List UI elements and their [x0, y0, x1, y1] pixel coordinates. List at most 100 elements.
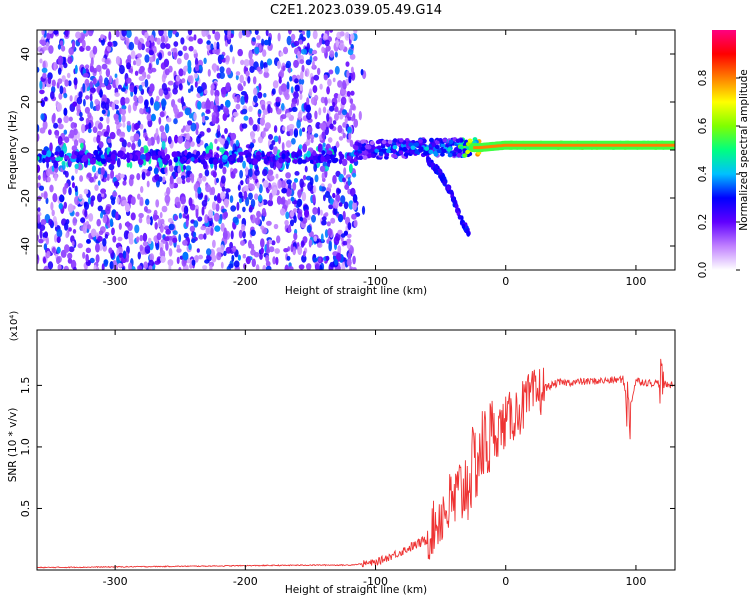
noise-speckle — [230, 230, 234, 240]
noise-speckle — [215, 203, 220, 212]
noise-speckle — [300, 70, 304, 80]
noise-speckle — [107, 138, 112, 144]
noise-speckle — [130, 196, 136, 205]
noise-speckle — [333, 145, 337, 154]
noise-speckle — [82, 225, 88, 234]
noise-speckle — [118, 64, 125, 75]
noise-speckle — [57, 136, 63, 146]
noise-speckle — [117, 263, 122, 268]
noise-speckle — [240, 59, 245, 66]
noise-speckle — [194, 255, 199, 263]
noise-speckle — [64, 244, 70, 253]
noise-speckle — [276, 96, 280, 103]
noise-speckle — [74, 185, 78, 192]
noise-speckle — [78, 137, 85, 144]
noise-speckle — [242, 253, 246, 259]
band-speckle — [194, 158, 199, 163]
noise-speckle — [166, 187, 171, 196]
noise-speckle — [53, 160, 59, 169]
noise-speckle — [348, 108, 353, 117]
band-speckle — [74, 151, 79, 156]
noise-speckle — [126, 162, 130, 168]
noise-speckle — [173, 41, 179, 47]
tone-speckle — [392, 138, 398, 143]
branch-speckle — [455, 203, 459, 209]
noise-speckle — [329, 105, 335, 112]
noise-speckle — [213, 64, 217, 73]
tone-speckle — [414, 142, 420, 147]
noise-speckle — [256, 35, 261, 40]
noise-speckle — [106, 46, 112, 52]
noise-speckle — [299, 39, 303, 45]
noise-speckle — [291, 138, 296, 145]
noise-speckle — [206, 127, 211, 133]
noise-speckle — [190, 122, 197, 132]
noise-speckle — [111, 102, 116, 111]
noise-speckle — [276, 108, 282, 115]
noise-speckle — [138, 217, 143, 224]
noise-speckle — [154, 222, 158, 230]
noise-speckle — [252, 76, 257, 85]
noise-speckle — [37, 175, 41, 181]
noise-speckle — [262, 180, 269, 188]
noise-speckle — [164, 68, 170, 76]
noise-speckle — [337, 80, 343, 88]
noise-speckle — [256, 210, 261, 218]
noise-speckle — [205, 184, 211, 193]
noise-speckle — [122, 266, 125, 270]
noise-speckle — [344, 31, 350, 41]
noise-speckle — [352, 172, 357, 178]
band-speckle — [165, 154, 171, 161]
noise-speckle — [214, 225, 221, 232]
noise-speckle — [210, 88, 214, 96]
noise-speckle — [122, 122, 126, 128]
noise-speckle — [197, 101, 202, 110]
noise-speckle — [133, 133, 140, 142]
noise-speckle — [105, 206, 111, 215]
noise-speckle — [114, 104, 119, 110]
noise-speckle — [298, 78, 305, 86]
tone-speckle — [434, 144, 440, 150]
noise-speckle — [327, 137, 333, 143]
noise-speckle — [172, 230, 178, 236]
snr-ylabel: SNR (10 * v/v) — [7, 408, 19, 483]
noise-speckle — [177, 165, 182, 174]
noise-speckle — [178, 234, 182, 243]
snr-multiplier: (x10⁴) — [9, 311, 20, 342]
noise-speckle — [161, 205, 168, 213]
noise-speckle — [126, 120, 131, 126]
noise-speckle — [194, 81, 198, 88]
noise-speckle — [254, 46, 260, 55]
noise-speckle — [211, 201, 217, 211]
noise-speckle — [52, 247, 56, 254]
noise-speckle — [249, 143, 255, 149]
noise-speckle — [206, 40, 211, 45]
noise-speckle — [83, 188, 89, 195]
noise-speckle — [39, 224, 46, 232]
noise-speckle — [193, 49, 198, 54]
noise-speckle — [55, 131, 59, 136]
tone-speckle — [448, 139, 454, 144]
noise-speckle — [200, 225, 207, 231]
noise-speckle — [332, 101, 336, 108]
noise-speckle — [167, 259, 174, 267]
noise-speckle — [220, 87, 227, 95]
noise-speckle — [338, 136, 344, 141]
noise-speckle — [237, 184, 241, 191]
noise-speckle — [149, 34, 155, 43]
noise-speckle — [42, 60, 46, 70]
tone-speckle — [392, 154, 398, 159]
noise-speckle — [299, 128, 303, 137]
band-speckle — [281, 153, 286, 160]
noise-speckle — [96, 218, 101, 227]
x-tick-label: 100 — [625, 275, 646, 288]
noise-speckle — [211, 114, 217, 125]
noise-speckle — [237, 254, 241, 261]
noise-speckle — [108, 31, 112, 41]
noise-speckle — [173, 52, 178, 60]
colorbar: 0.0 0.2 0.4 0.6 0.8 Normalized spectral ampl… — [697, 30, 750, 278]
tone-speckle — [366, 153, 372, 159]
noise-speckle — [166, 117, 172, 123]
noise-speckle — [255, 264, 260, 270]
tone-speckle — [402, 146, 408, 152]
